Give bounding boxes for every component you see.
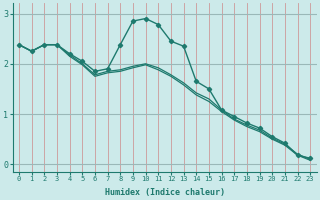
X-axis label: Humidex (Indice chaleur): Humidex (Indice chaleur) [105, 188, 225, 197]
